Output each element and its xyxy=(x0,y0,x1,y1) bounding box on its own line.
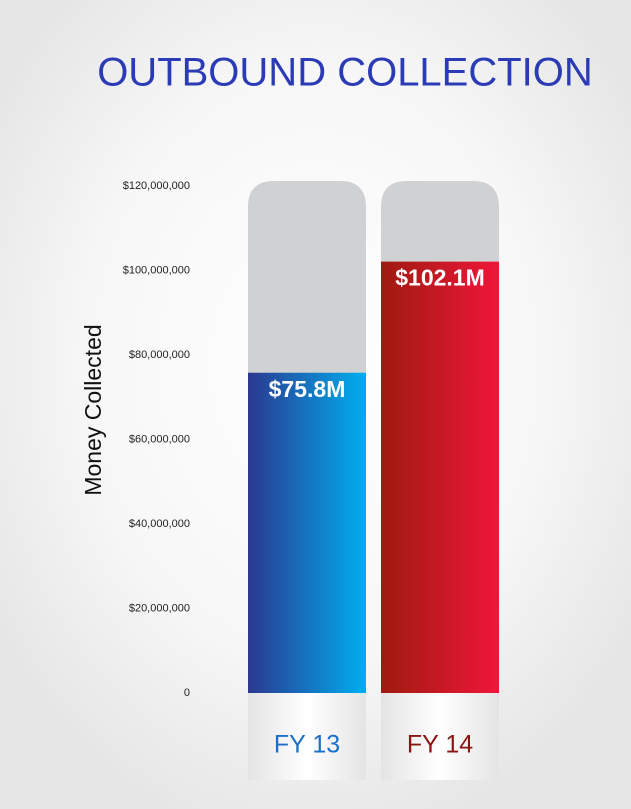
value-label: $75.8M xyxy=(269,376,346,402)
x-tick-label: FY 14 xyxy=(407,731,473,759)
y-tick-label: $40,000,000 xyxy=(129,518,190,530)
y-tick-label: $100,000,000 xyxy=(123,264,190,276)
y-tick-label: $120,000,000 xyxy=(123,180,190,192)
bar xyxy=(381,261,499,693)
y-tick-label: $60,000,000 xyxy=(129,433,190,445)
bar-base xyxy=(248,693,366,780)
y-tick-label: $20,000,000 xyxy=(129,602,190,614)
bar-base xyxy=(381,693,499,780)
value-label: $102.1M xyxy=(395,265,485,291)
chart-title: OUTBOUND COLLECTION xyxy=(97,51,593,95)
y-tick-label: 0 xyxy=(184,687,190,699)
x-tick-label: FY 13 xyxy=(274,731,340,759)
y-tick-label: $80,000,000 xyxy=(129,349,190,361)
y-axis-label: Money Collected xyxy=(80,324,106,495)
bar xyxy=(248,372,366,693)
